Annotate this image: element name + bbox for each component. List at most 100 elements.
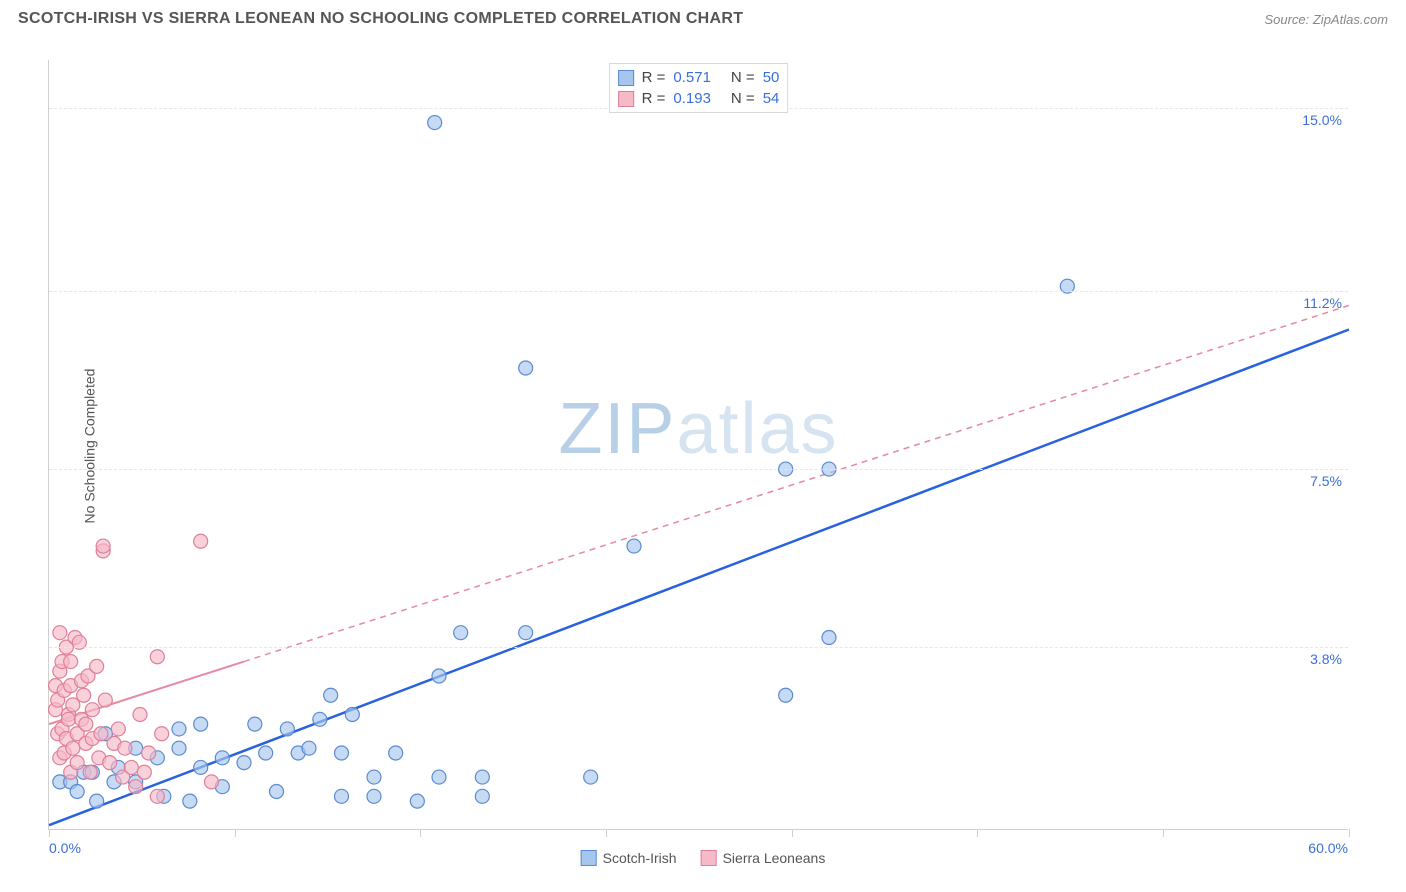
gridline [49, 647, 1348, 648]
x-tick [792, 829, 793, 837]
data-point [389, 746, 403, 760]
stats-legend: R = 0.571 N = 50 R = 0.193 N = 54 [609, 63, 789, 113]
n-value: 54 [763, 90, 780, 107]
data-point [475, 789, 489, 803]
data-point [519, 361, 533, 375]
data-point [475, 770, 489, 784]
data-point [142, 746, 156, 760]
legend-item: Scotch-Irish [581, 850, 677, 866]
data-point [367, 770, 381, 784]
x-tick [606, 829, 607, 837]
x-axis-label: 0.0% [49, 840, 81, 856]
data-point [155, 727, 169, 741]
data-point [280, 722, 294, 736]
r-label: R = [642, 69, 666, 86]
data-point [133, 708, 147, 722]
legend-swatch [701, 850, 717, 866]
data-point [183, 794, 197, 808]
gridline [49, 291, 1348, 292]
data-point [83, 765, 97, 779]
x-tick [1349, 829, 1350, 837]
series-legend: Scotch-Irish Sierra Leoneans [581, 850, 826, 866]
data-point [129, 780, 143, 794]
data-point [270, 785, 284, 799]
data-point [137, 765, 151, 779]
data-point [519, 626, 533, 640]
data-point [324, 688, 338, 702]
data-point [335, 746, 349, 760]
chart-title: SCOTCH-IRISH VS SIERRA LEONEAN NO SCHOOL… [18, 10, 743, 28]
legend-swatch [618, 91, 634, 107]
data-point [627, 539, 641, 553]
data-point [98, 693, 112, 707]
x-tick [420, 829, 421, 837]
data-point [150, 650, 164, 664]
data-point [367, 789, 381, 803]
data-point [215, 751, 229, 765]
legend-item: Sierra Leoneans [701, 850, 826, 866]
data-point [62, 712, 76, 726]
data-point [90, 794, 104, 808]
trend-line-dash [244, 305, 1349, 661]
data-point [584, 770, 598, 784]
n-label: N = [731, 69, 755, 86]
data-point [94, 727, 108, 741]
x-tick [1163, 829, 1164, 837]
data-point [66, 741, 80, 755]
data-point [111, 722, 125, 736]
stats-legend-row: R = 0.571 N = 50 [618, 67, 780, 88]
data-point [335, 789, 349, 803]
data-point [70, 756, 84, 770]
x-tick [49, 829, 50, 837]
data-point [124, 760, 138, 774]
data-point [96, 539, 110, 553]
data-point [432, 669, 446, 683]
data-point [172, 741, 186, 755]
data-point [77, 688, 91, 702]
data-point [172, 722, 186, 736]
data-point [64, 655, 78, 669]
x-tick [235, 829, 236, 837]
data-point [410, 794, 424, 808]
data-point [79, 717, 93, 731]
plot-svg [49, 60, 1349, 830]
n-value: 50 [763, 69, 780, 86]
legend-swatch [581, 850, 597, 866]
legend-label: Sierra Leoneans [723, 850, 826, 866]
data-point [302, 741, 316, 755]
data-point [313, 712, 327, 726]
y-tick-label: 15.0% [1302, 112, 1342, 128]
data-point [53, 626, 67, 640]
data-point [150, 789, 164, 803]
data-point [428, 116, 442, 130]
data-point [454, 626, 468, 640]
data-point [70, 785, 84, 799]
data-point [85, 703, 99, 717]
data-point [194, 760, 208, 774]
r-label: R = [642, 90, 666, 107]
data-point [432, 770, 446, 784]
stats-legend-row: R = 0.193 N = 54 [618, 88, 780, 109]
x-tick [977, 829, 978, 837]
data-point [90, 659, 104, 673]
data-point [822, 631, 836, 645]
data-point [345, 708, 359, 722]
scatter-chart: R = 0.571N = 50R = 0.193N = 54 ZIPatlas … [48, 60, 1348, 830]
source-label: Source: ZipAtlas.com [1264, 12, 1388, 27]
n-label: N = [731, 90, 755, 107]
data-point [779, 688, 793, 702]
trend-line [49, 330, 1349, 826]
gridline [49, 469, 1348, 470]
legend-label: Scotch-Irish [603, 850, 677, 866]
data-point [194, 534, 208, 548]
data-point [248, 717, 262, 731]
data-point [194, 717, 208, 731]
r-value: 0.193 [673, 90, 711, 107]
y-tick-label: 11.2% [1303, 295, 1342, 311]
y-tick-label: 3.8% [1310, 651, 1342, 667]
data-point [205, 775, 219, 789]
r-value: 0.571 [673, 69, 711, 86]
data-point [259, 746, 273, 760]
y-tick-label: 7.5% [1310, 473, 1342, 489]
data-point [118, 741, 132, 755]
